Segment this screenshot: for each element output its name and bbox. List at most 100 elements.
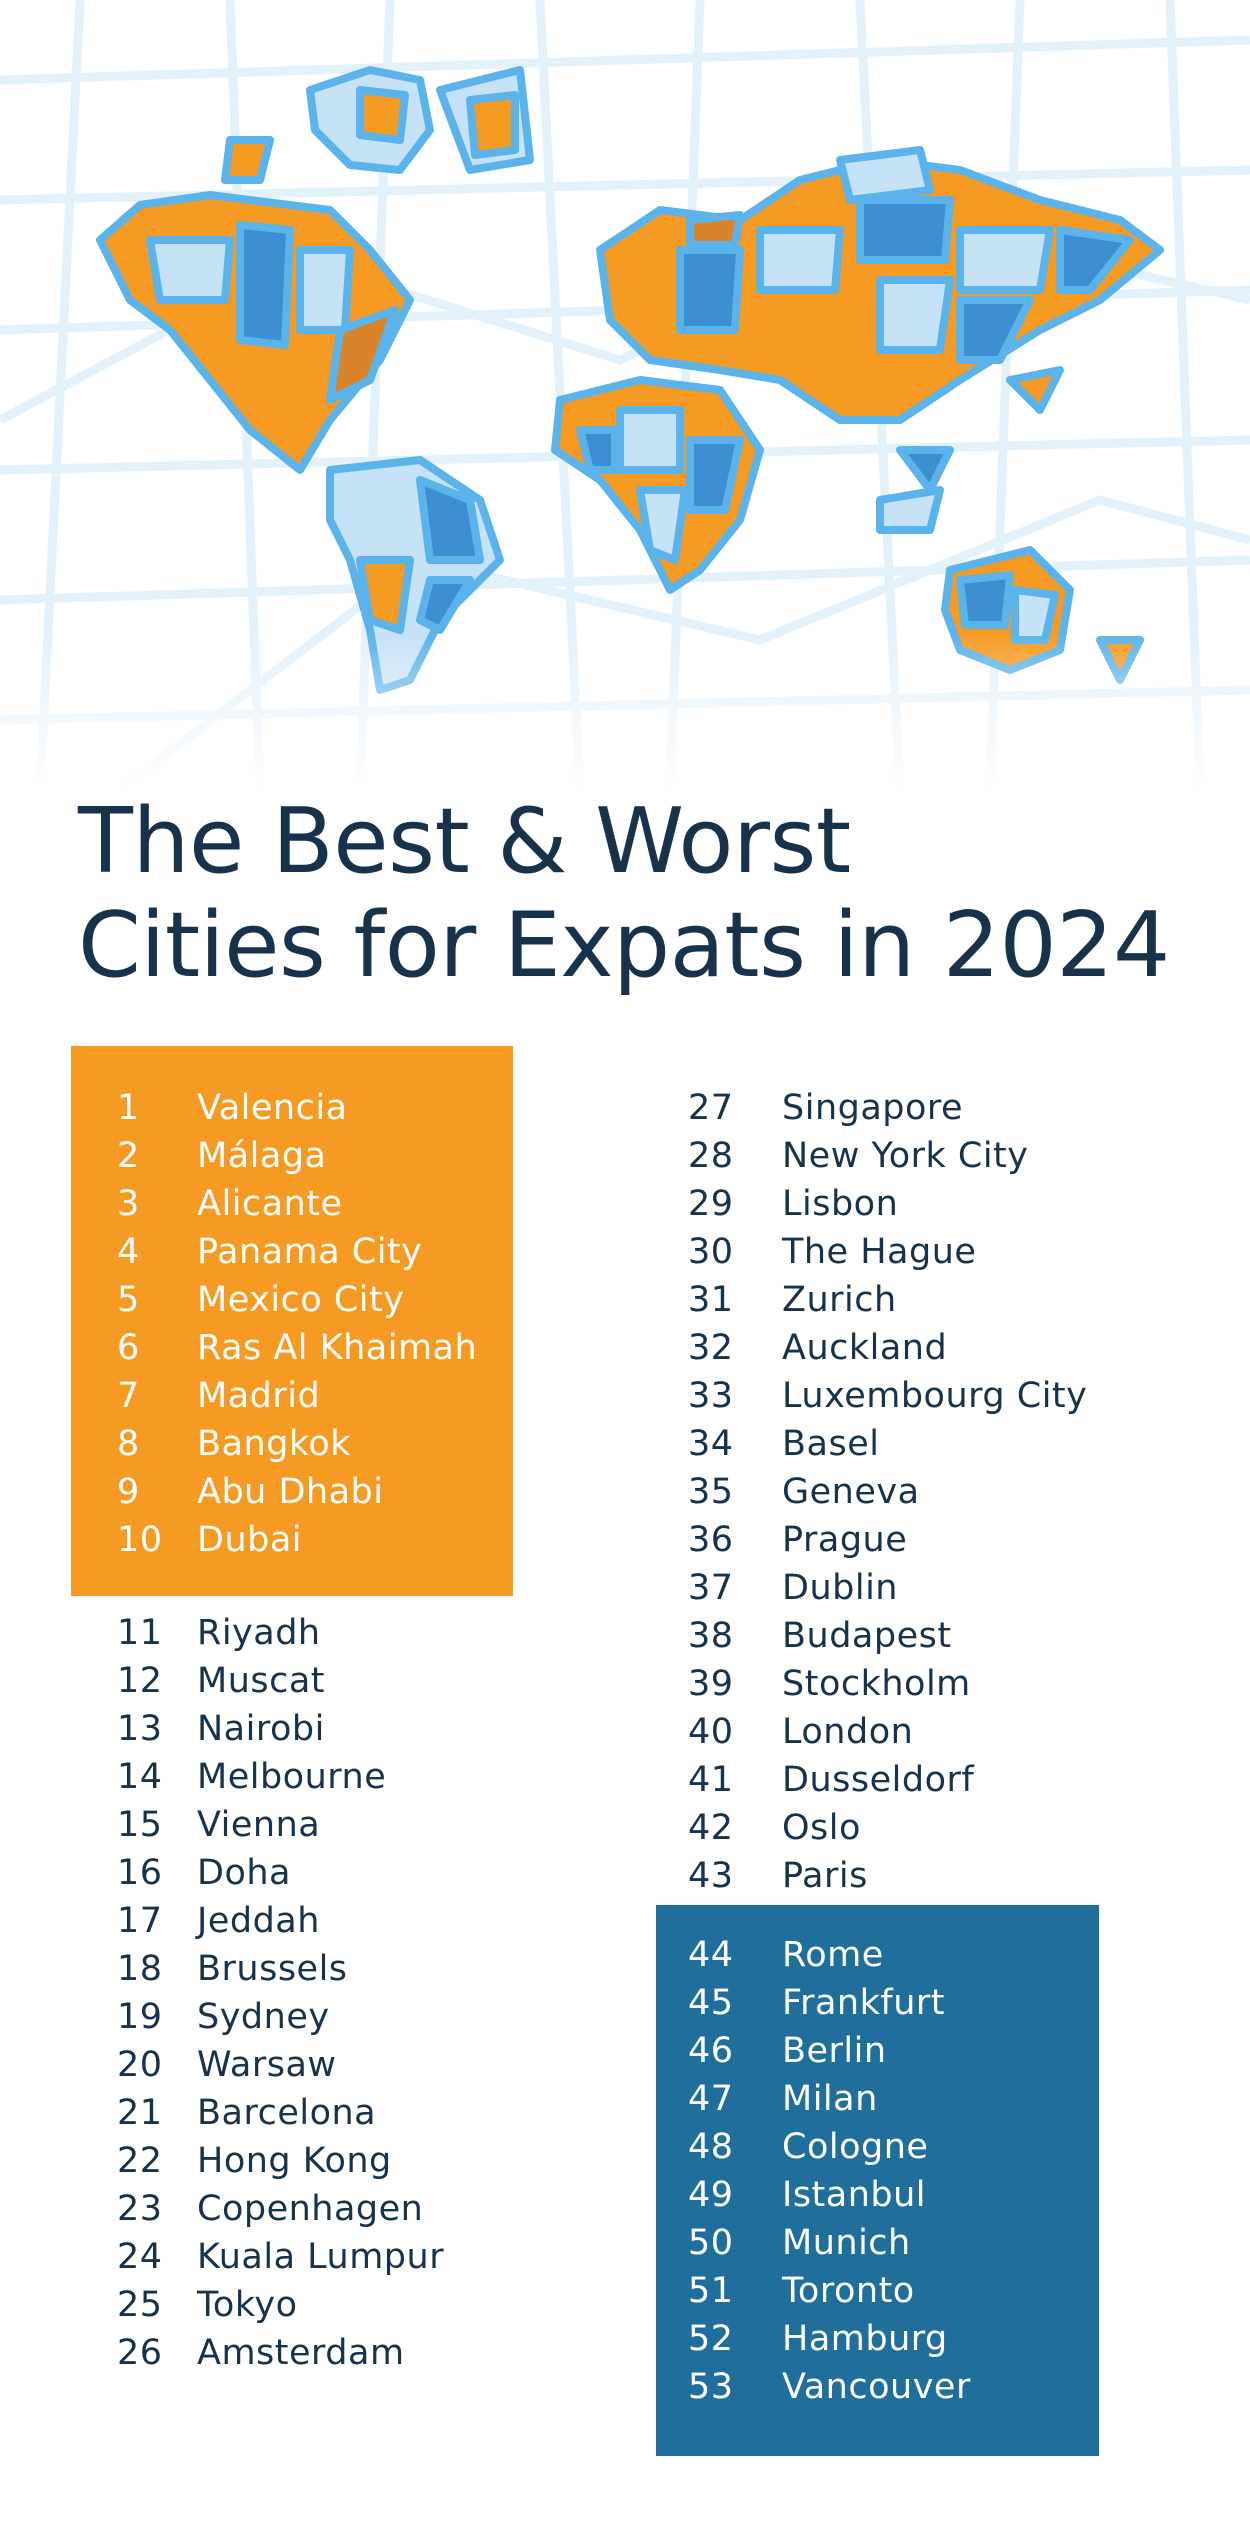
worst-cities-highlight-box [656,1905,1099,2456]
city-name: Zurich [782,1280,897,1320]
rank-number: 15 [117,1805,163,1845]
rank-number: 5 [117,1280,140,1320]
rank-number: 49 [688,2175,734,2215]
list-item: 11 Riyadh [71,1609,444,1657]
rank-number: 52 [688,2319,734,2359]
rank-number: 46 [688,2031,734,2071]
worst-cities-list: 44 Rome 45 Frankfurt 46 Berlin 47 Milan 48 Co… [688,1931,971,2411]
city-name: Vancouver [782,2367,971,2407]
city-name: Valencia [197,1088,348,1128]
rank-number: 40 [688,1712,734,1752]
city-name: Ras Al Khaimah [197,1328,478,1368]
city-name: Melbourne [197,1757,387,1797]
list-item: 34 Basel [688,1420,1087,1468]
city-name: Prague [782,1520,908,1560]
rank-number: 32 [688,1328,734,1368]
title-line-2: Cities for Expats in 2024 [78,893,1170,998]
rank-number: 44 [688,1935,734,1975]
list-item: 5 Mexico City [71,1276,477,1324]
list-item: 41 Dusseldorf [688,1756,1087,1804]
city-name: Málaga [197,1136,327,1176]
city-name: Warsaw [197,2045,337,2085]
list-item: 25 Tokyo [71,2281,444,2329]
list-item: 22 Hong Kong [71,2137,444,2185]
city-name: Hong Kong [197,2141,392,2181]
list-item: 28 New York City [688,1132,1087,1180]
list-item: 23 Copenhagen [71,2185,444,2233]
city-name: Munich [782,2223,911,2263]
city-name: Dublin [782,1568,898,1608]
rank-number: 24 [117,2237,163,2277]
city-name: Panama City [197,1232,423,1272]
list-item: 35 Geneva [688,1468,1087,1516]
best-cities-list: 1 Valencia 2 Málaga 3 Alicante 4 Panama City… [71,1084,477,1564]
rank-number: 35 [688,1472,734,1512]
list-item: 42 Oslo [688,1804,1087,1852]
list-item: 10 Dubai [71,1516,477,1564]
city-name: Rome [782,1935,884,1975]
list-item: 9 Abu Dhabi [71,1468,477,1516]
rank-number: 29 [688,1184,734,1224]
page-title: The Best & Worst Cities for Expats in 20… [78,790,1198,998]
list-item: 18 Brussels [71,1945,444,1993]
city-name: Budapest [782,1616,952,1656]
list-item: 17 Jeddah [71,1897,444,1945]
list-item: 21 Barcelona [71,2089,444,2137]
city-name: Geneva [782,1472,920,1512]
city-name: Mexico City [197,1280,405,1320]
city-name: The Hague [782,1232,977,1272]
city-name: Singapore [782,1088,964,1128]
rank-number: 11 [117,1613,163,1653]
list-item: 19 Sydney [71,1993,444,2041]
rank-number: 1 [117,1088,140,1128]
city-name: Doha [197,1853,291,1893]
list-item: 33 Luxembourg City [688,1372,1087,1420]
list-item: 15 Vienna [71,1801,444,1849]
middle-cities-list-left: 11 Riyadh 12 Muscat 13 Nairobi 14 Melbourne … [71,1609,444,2377]
list-item: 31 Zurich [688,1276,1087,1324]
rank-number: 53 [688,2367,734,2407]
list-item: 7 Madrid [71,1372,477,1420]
list-item: 2 Málaga [71,1132,477,1180]
rank-number: 10 [117,1520,163,1560]
rank-number: 43 [688,1856,734,1896]
city-name: Lisbon [782,1184,899,1224]
list-item: 45 Frankfurt [688,1979,971,2027]
list-item: 37 Dublin [688,1564,1087,1612]
city-name: Alicante [197,1184,343,1224]
city-name: Riyadh [197,1613,321,1653]
city-name: Copenhagen [197,2189,424,2229]
list-item: 49 Istanbul [688,2171,971,2219]
list-item: 29 Lisbon [688,1180,1087,1228]
rank-number: 14 [117,1757,163,1797]
list-item: 53 Vancouver [688,2363,971,2411]
rank-number: 7 [117,1376,140,1416]
rank-number: 26 [117,2333,163,2373]
list-item: 51 Toronto [688,2267,971,2315]
city-name: Milan [782,2079,878,2119]
list-item: 32 Auckland [688,1324,1087,1372]
city-name: Barcelona [197,2093,377,2133]
city-name: Basel [782,1424,880,1464]
rank-number: 33 [688,1376,734,1416]
city-name: Oslo [782,1808,861,1848]
list-item: 30 The Hague [688,1228,1087,1276]
list-item: 12 Muscat [71,1657,444,1705]
rank-number: 45 [688,1983,734,2023]
list-item: 46 Berlin [688,2027,971,2075]
rank-number: 31 [688,1280,734,1320]
list-item: 44 Rome [688,1931,971,1979]
list-item: 52 Hamburg [688,2315,971,2363]
title-line-1: The Best & Worst [78,789,851,894]
rank-number: 21 [117,2093,163,2133]
list-item: 38 Budapest [688,1612,1087,1660]
city-name: Muscat [197,1661,326,1701]
rank-number: 8 [117,1424,140,1464]
list-item: 13 Nairobi [71,1705,444,1753]
rank-number: 39 [688,1664,734,1704]
list-item: 20 Warsaw [71,2041,444,2089]
list-item: 50 Munich [688,2219,971,2267]
city-name: Tokyo [197,2285,298,2325]
city-name: Luxembourg City [782,1376,1088,1416]
city-name: Nairobi [197,1709,325,1749]
